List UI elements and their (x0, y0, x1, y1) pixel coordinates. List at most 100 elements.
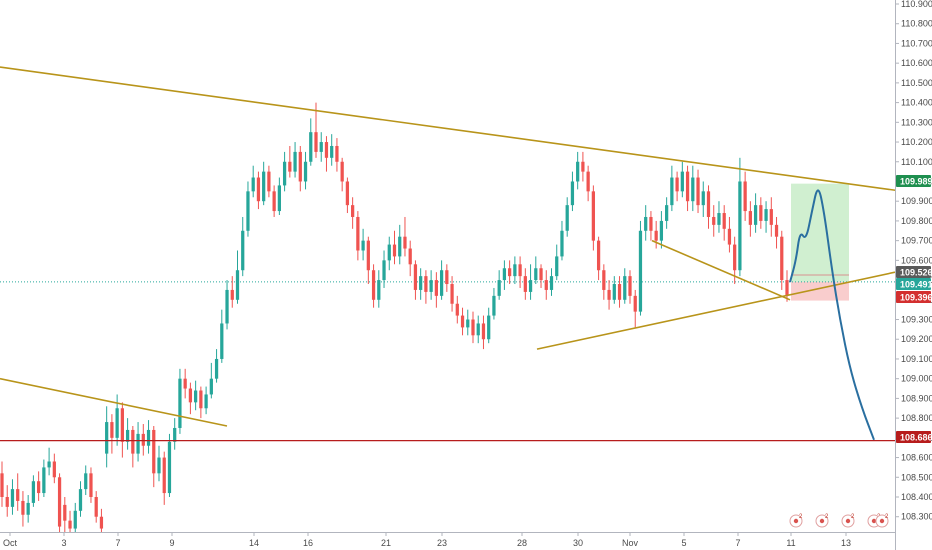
candle (324, 136, 329, 172)
candle (460, 307, 465, 336)
candle (706, 185, 711, 229)
candle (225, 280, 229, 330)
candle-body (481, 323, 486, 340)
candle (518, 256, 522, 288)
candle-body (47, 461, 51, 468)
candle (607, 280, 611, 310)
candle (508, 260, 512, 285)
candle (419, 268, 423, 300)
candle (638, 220, 643, 316)
candle (644, 205, 648, 241)
event-marker[interactable]: 2 (789, 514, 803, 528)
candle (131, 426, 135, 468)
projection-path[interactable] (789, 189, 875, 441)
candle (377, 270, 381, 308)
candle (345, 177, 350, 214)
candle-body (209, 378, 213, 395)
x-tick-label: 5 (681, 538, 686, 548)
candle (340, 157, 344, 192)
trendline-upper-resistance[interactable] (0, 66, 932, 197)
candle (47, 447, 51, 476)
candle-body (549, 276, 554, 290)
candle-body (319, 142, 323, 152)
candle (209, 362, 213, 399)
price-badge-label: 109.989 (900, 177, 932, 187)
y-tick-label: 110.800 (901, 19, 932, 29)
candle-body (282, 161, 287, 186)
candle-body (220, 323, 224, 359)
candle (743, 171, 747, 221)
x-tick-label: Nov (622, 538, 639, 548)
candle (576, 151, 580, 190)
candle (314, 102, 318, 158)
candle-body (73, 510, 77, 529)
price-badge-bg (896, 175, 931, 187)
candle (309, 118, 313, 166)
candle (398, 224, 402, 265)
candle (16, 473, 20, 511)
trendline-inner-wedge[interactable] (651, 239, 791, 301)
candle (497, 270, 501, 300)
candle (392, 230, 397, 265)
candle-body (439, 270, 444, 296)
candle (701, 181, 705, 217)
event-marker[interactable]: 2 (875, 514, 889, 528)
candle-body (392, 244, 397, 257)
trendline-old-downtrend[interactable] (0, 377, 228, 427)
candle (659, 211, 664, 249)
candle-body (476, 323, 480, 336)
y-tick-label: 109.800 (901, 216, 932, 226)
candle (105, 406, 109, 468)
y-tick-label: 108.400 (901, 492, 932, 502)
candle (471, 311, 475, 344)
candle (235, 250, 240, 304)
event-marker[interactable]: 2 (841, 514, 855, 528)
x-tick-label: 30 (573, 538, 583, 548)
x-tick-label: 9 (169, 538, 174, 548)
event-marker-dot (819, 518, 825, 524)
candle (502, 260, 507, 290)
candle (623, 268, 627, 304)
candle-body (277, 185, 281, 212)
candle (492, 287, 496, 320)
candle (691, 165, 695, 212)
candle (654, 220, 658, 249)
candle (298, 145, 302, 192)
candle-body (612, 284, 616, 300)
candle (753, 193, 758, 233)
candle-body (712, 216, 716, 225)
candle (549, 268, 554, 296)
candle-body (214, 358, 219, 379)
candle-body (345, 181, 350, 206)
candle-body (733, 244, 737, 271)
event-marker[interactable]: 2 (815, 514, 829, 528)
candle-body (544, 280, 548, 290)
y-tick-label: 109.600 (901, 255, 932, 265)
candle (251, 165, 255, 198)
event-marker-dot (871, 518, 877, 524)
candle-body (434, 280, 438, 296)
event-marker-count: 2 (825, 514, 829, 520)
candle-body (419, 276, 423, 290)
candle-body (157, 457, 161, 474)
candle (241, 216, 245, 277)
candle-body (57, 477, 62, 527)
candle (356, 211, 360, 261)
candle-body (753, 205, 758, 225)
price-badges: 109.989 109.526 109.491 109.396 108.686 (896, 175, 932, 443)
candle-body (63, 504, 67, 521)
candle (361, 228, 365, 261)
candle-body (403, 236, 407, 249)
y-tick-label: 108.900 (901, 393, 932, 403)
candle-body (162, 457, 166, 494)
candle-body (644, 216, 648, 231)
candle-body (387, 244, 391, 261)
candle (528, 264, 533, 300)
candle (214, 349, 219, 383)
candle-body (167, 441, 172, 494)
candle (612, 276, 616, 304)
candle-body (717, 213, 721, 225)
candle (335, 138, 339, 172)
